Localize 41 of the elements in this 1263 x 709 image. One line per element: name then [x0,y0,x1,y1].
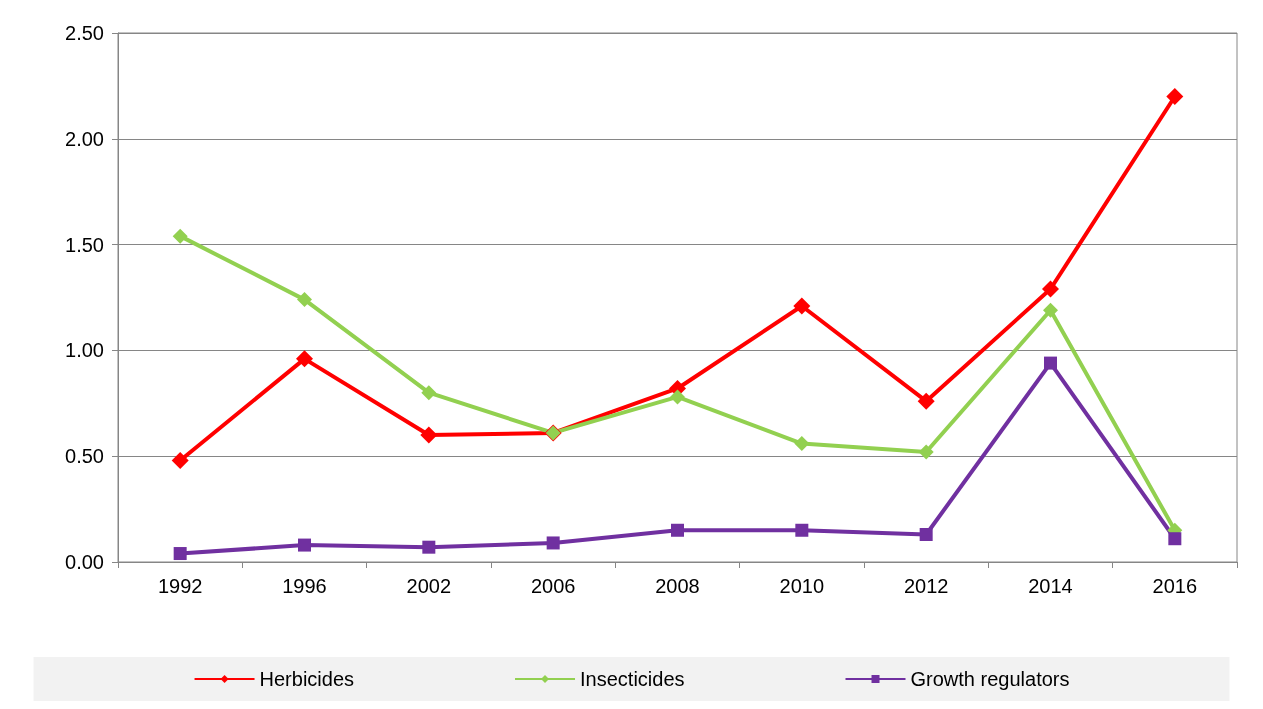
point [918,444,934,460]
x-tick-label: 2002 [406,575,452,597]
point [297,292,312,308]
x-tick-label: 2016 [1152,575,1198,597]
x-tick-label: 2014 [1028,575,1073,597]
point [298,538,311,552]
x-tick-label: 2006 [530,575,576,597]
point [422,540,436,554]
point [173,547,187,561]
x-tick-label: 2010 [779,575,825,597]
legend-label: Herbicides [259,668,355,690]
point [172,228,188,244]
point [1166,87,1184,105]
point [421,385,437,401]
x-tick-label: 1992 [157,575,203,597]
point [795,523,809,537]
legend-label: Growth regulators [910,668,1070,690]
x-tick-label: 2012 [903,575,949,597]
point [671,523,684,537]
point [1043,302,1058,318]
point [794,436,810,451]
legend-label: Insecticides [580,668,685,690]
point [1168,532,1182,546]
point [793,297,811,315]
point [917,392,935,410]
point [171,451,189,469]
point [546,536,560,550]
y-tick-label: 2.00 [65,127,104,150]
point [919,527,933,541]
y-tick-label: 1.50 [65,233,104,256]
point [1044,356,1057,370]
x-tick-label: 1996 [282,575,327,597]
y-tick-label: 1.00 [65,339,104,362]
y-tick-label: 0.00 [65,551,104,573]
point [1042,280,1059,298]
point [670,389,685,405]
y-tick-label: 0.50 [65,445,104,468]
y-tick-label: 2.50 [65,22,104,44]
x-tick-label: 2008 [655,575,700,597]
point [420,426,438,444]
point [296,350,313,368]
